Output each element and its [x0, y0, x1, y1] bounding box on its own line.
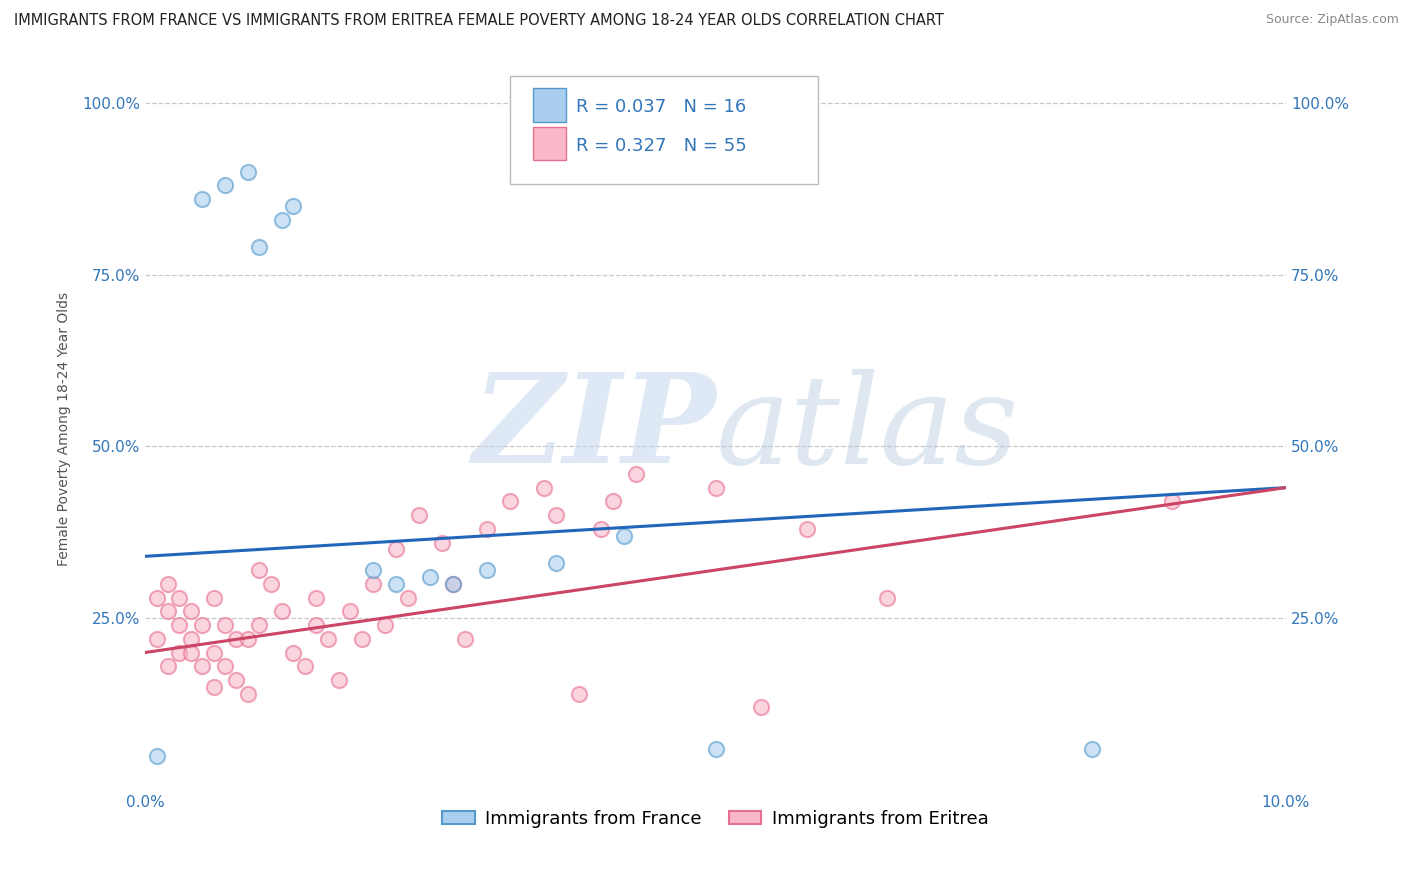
Point	[191, 192, 214, 206]
Point	[145, 632, 167, 646]
Point	[499, 494, 522, 508]
Point	[430, 535, 453, 549]
Point	[169, 591, 191, 605]
Point	[441, 576, 464, 591]
Point	[408, 508, 430, 522]
Point	[305, 591, 328, 605]
Point	[169, 646, 191, 660]
Point	[191, 618, 214, 632]
Point	[236, 632, 259, 646]
Point	[202, 591, 225, 605]
Point	[247, 618, 270, 632]
Point	[328, 673, 350, 687]
Point	[704, 481, 727, 495]
Point	[419, 570, 441, 584]
FancyBboxPatch shape	[533, 88, 567, 122]
Point	[225, 632, 247, 646]
Point	[385, 542, 408, 557]
Point	[374, 618, 396, 632]
FancyBboxPatch shape	[510, 76, 818, 184]
Point	[191, 659, 214, 673]
Point	[202, 680, 225, 694]
Point	[613, 529, 636, 543]
Point	[796, 522, 818, 536]
Point	[477, 522, 499, 536]
Legend: Immigrants from France, Immigrants from Eritrea: Immigrants from France, Immigrants from …	[434, 803, 997, 835]
Point	[271, 212, 294, 227]
Point	[271, 604, 294, 618]
Point	[533, 481, 555, 495]
Point	[591, 522, 613, 536]
Point	[156, 604, 179, 618]
Point	[156, 576, 179, 591]
Point	[568, 687, 591, 701]
Point	[316, 632, 339, 646]
Point	[283, 646, 305, 660]
Point	[544, 556, 567, 570]
Point	[283, 199, 305, 213]
Point	[145, 591, 167, 605]
Point	[385, 576, 408, 591]
Text: ZIP: ZIP	[472, 368, 716, 490]
Point	[202, 646, 225, 660]
Point	[1081, 741, 1104, 756]
Point	[876, 591, 898, 605]
Point	[214, 618, 236, 632]
Point	[602, 494, 624, 508]
Point	[363, 563, 385, 577]
Point	[225, 673, 247, 687]
Point	[247, 563, 270, 577]
Text: Source: ZipAtlas.com: Source: ZipAtlas.com	[1265, 13, 1399, 27]
Point	[259, 576, 281, 591]
Point	[214, 178, 236, 193]
Point	[624, 467, 647, 481]
Point	[441, 576, 464, 591]
Point	[350, 632, 373, 646]
Text: R = 0.037   N = 16: R = 0.037 N = 16	[576, 98, 747, 117]
Point	[1160, 494, 1182, 508]
Point	[156, 659, 179, 673]
Point	[145, 748, 167, 763]
Text: R = 0.327   N = 55: R = 0.327 N = 55	[576, 136, 747, 154]
Text: IMMIGRANTS FROM FRANCE VS IMMIGRANTS FROM ERITREA FEMALE POVERTY AMONG 18-24 YEA: IMMIGRANTS FROM FRANCE VS IMMIGRANTS FRO…	[14, 13, 943, 29]
Point	[704, 741, 727, 756]
Text: atlas: atlas	[716, 368, 1019, 490]
Point	[363, 576, 385, 591]
Point	[214, 659, 236, 673]
Point	[294, 659, 316, 673]
Y-axis label: Female Poverty Among 18-24 Year Olds: Female Poverty Among 18-24 Year Olds	[58, 293, 72, 566]
Point	[544, 508, 567, 522]
Point	[305, 618, 328, 632]
Point	[180, 604, 202, 618]
Point	[477, 563, 499, 577]
Point	[247, 240, 270, 254]
Point	[180, 646, 202, 660]
Point	[180, 632, 202, 646]
Point	[236, 687, 259, 701]
Point	[749, 700, 772, 714]
Point	[396, 591, 419, 605]
FancyBboxPatch shape	[533, 127, 567, 161]
Point	[453, 632, 475, 646]
Point	[339, 604, 361, 618]
Point	[169, 618, 191, 632]
Point	[236, 164, 259, 178]
